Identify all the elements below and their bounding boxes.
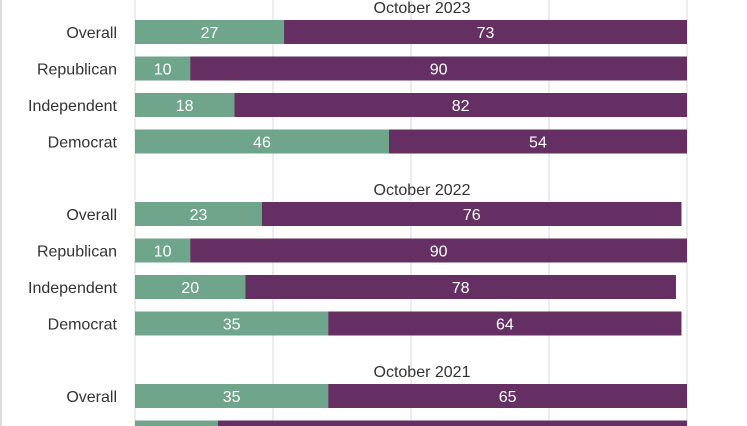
category-label: Republican bbox=[37, 244, 117, 261]
bar-segment-first bbox=[135, 384, 329, 408]
data-label: 90 bbox=[430, 62, 448, 79]
category-label: Republican bbox=[37, 62, 117, 79]
data-label: 76 bbox=[463, 207, 481, 224]
data-label: 54 bbox=[529, 135, 547, 152]
data-label: 82 bbox=[452, 98, 470, 115]
category-label: Overall bbox=[66, 207, 117, 224]
bar-segment-first bbox=[135, 311, 329, 336]
data-label: 23 bbox=[190, 207, 208, 224]
bar-segment-first bbox=[135, 238, 191, 263]
bar-segment-second bbox=[328, 311, 682, 336]
bar-segment-first bbox=[135, 56, 191, 81]
bar-segment-first bbox=[135, 93, 235, 117]
category-label: Democrat bbox=[48, 317, 118, 334]
group-title: October 2021 bbox=[374, 364, 471, 381]
group-title: October 2022 bbox=[374, 182, 471, 199]
bar-segment-second bbox=[217, 420, 688, 426]
bar-segment-first bbox=[135, 129, 389, 154]
category-label: Independent bbox=[28, 280, 118, 297]
bar-segment-second bbox=[190, 56, 687, 81]
bar-segment-second bbox=[245, 275, 676, 299]
data-label: 64 bbox=[496, 317, 514, 334]
category-label: Independent bbox=[28, 98, 118, 115]
bar-segment-first bbox=[135, 202, 262, 226]
data-label: 46 bbox=[253, 135, 271, 152]
data-label: 18 bbox=[176, 98, 194, 115]
chart-group: October 2022 Overall 23 76 Republican 10 90 Ind… bbox=[28, 182, 687, 336]
data-label: 35 bbox=[223, 389, 241, 406]
data-label: 78 bbox=[452, 280, 470, 297]
bar-segment-second bbox=[328, 384, 687, 408]
data-label: 10 bbox=[154, 62, 172, 79]
bar-segment-second bbox=[261, 202, 682, 226]
bar-segment-second bbox=[284, 20, 687, 44]
bar-segment-first bbox=[135, 420, 218, 426]
data-label: 20 bbox=[181, 280, 199, 297]
chart-group: October 2023 Overall 27 73 Republican 10 90 Ind… bbox=[28, 0, 688, 154]
bar-segment-second bbox=[190, 238, 687, 263]
data-label: 10 bbox=[154, 244, 172, 261]
data-label: 27 bbox=[201, 25, 219, 42]
data-label: 35 bbox=[223, 317, 241, 334]
data-label: 73 bbox=[477, 25, 495, 42]
bar-segment-second bbox=[388, 129, 687, 154]
category-label: Overall bbox=[66, 25, 117, 42]
category-label: Overall bbox=[66, 389, 117, 406]
category-label: Democrat bbox=[48, 135, 118, 152]
data-label: 90 bbox=[430, 244, 448, 261]
bar-segment-first bbox=[135, 20, 285, 44]
chart-groups: October 2023 Overall 27 73 Republican 10 90 Ind… bbox=[28, 0, 688, 426]
bar-segment-second bbox=[234, 93, 688, 117]
chart-group: October 2021Overall3565Republican1585 bbox=[37, 364, 688, 426]
group-title: October 2023 bbox=[374, 0, 471, 17]
data-label: 65 bbox=[499, 389, 517, 406]
bar-segment-first bbox=[135, 275, 246, 299]
